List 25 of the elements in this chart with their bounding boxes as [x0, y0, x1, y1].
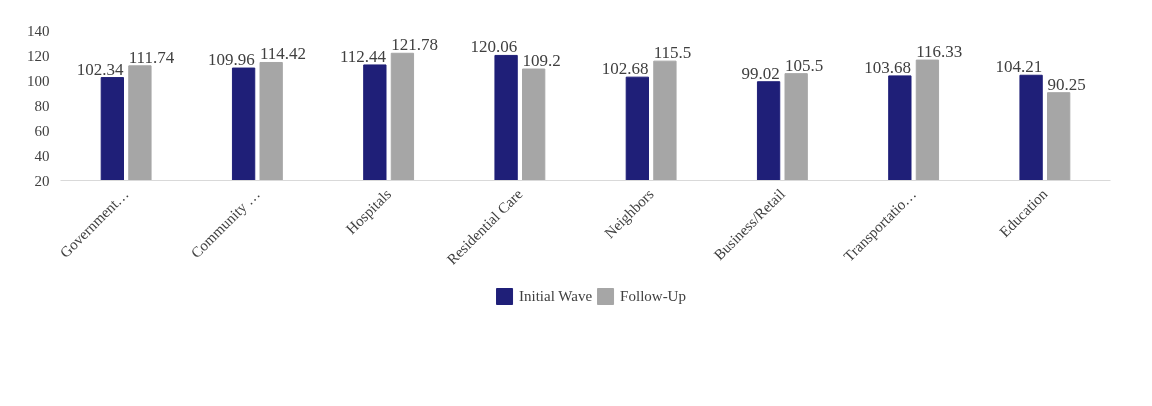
y-tick-label: 40	[34, 147, 50, 164]
data-label: 111.74	[128, 47, 175, 67]
y-tick-label: 120	[27, 47, 50, 64]
legend-label: Initial Wave	[519, 287, 593, 305]
data-label: 115.5	[653, 43, 692, 63]
y-tick-label: 140	[27, 22, 50, 39]
data-label: 104.21	[995, 57, 1043, 77]
data-label: 109.2	[522, 51, 561, 70]
y-tick-label: 20	[34, 172, 50, 189]
data-label: 99.02	[741, 63, 780, 83]
data-label: 116.33	[916, 42, 963, 62]
legend-label: Follow-Up	[620, 287, 686, 305]
data-label: 114.42	[260, 44, 307, 64]
y-tick-label: 100	[27, 72, 50, 89]
data-label: 121.78	[391, 35, 438, 55]
data-label: 112.44	[339, 46, 387, 66]
data-label: 103.68	[864, 57, 911, 77]
data-label: 109.96	[208, 50, 255, 70]
data-label: 90.25	[1047, 74, 1086, 94]
y-tick-label: 60	[34, 122, 50, 139]
data-label: 102.68	[601, 59, 649, 79]
data-label: 120.06	[470, 37, 518, 57]
y-tick-label: 80	[34, 97, 50, 114]
data-label: 105.5	[785, 55, 824, 75]
data-label: 102.34	[76, 59, 124, 79]
